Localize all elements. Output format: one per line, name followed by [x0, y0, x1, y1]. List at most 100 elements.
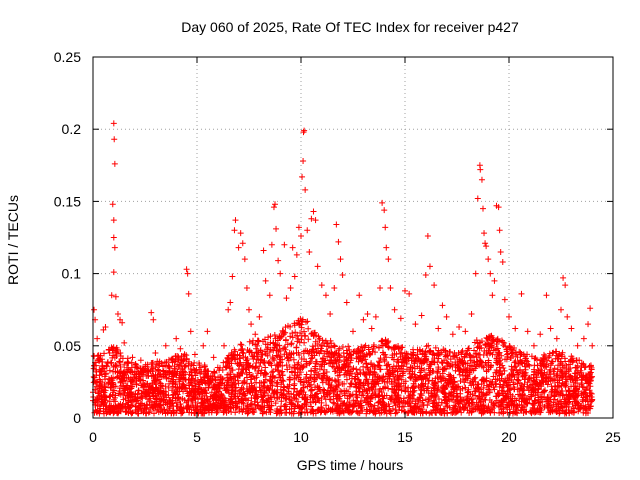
data-point — [143, 410, 150, 417]
data-point — [268, 369, 275, 376]
data-point — [314, 263, 321, 270]
data-point — [113, 350, 120, 357]
data-point — [121, 387, 128, 394]
data-point — [211, 369, 218, 376]
data-point — [173, 410, 180, 417]
data-point — [187, 379, 194, 386]
data-point — [137, 376, 144, 383]
data-point — [104, 409, 111, 416]
data-point — [198, 378, 205, 385]
data-point — [117, 352, 124, 359]
data-point — [260, 359, 267, 366]
data-point — [154, 373, 161, 380]
data-point — [165, 367, 172, 374]
data-point — [195, 408, 202, 415]
data-point — [271, 331, 278, 338]
data-point — [435, 325, 442, 332]
data-point — [364, 311, 371, 318]
data-point — [101, 384, 108, 391]
data-point — [225, 306, 232, 313]
data-point — [135, 400, 142, 407]
data-point — [173, 407, 180, 414]
data-point — [101, 350, 108, 357]
data-point — [137, 357, 144, 364]
data-point — [188, 382, 195, 389]
data-point — [242, 396, 249, 403]
data-point — [368, 325, 375, 332]
data-point — [227, 405, 234, 412]
data-point — [111, 160, 118, 167]
y-tick-label: 0.2 — [62, 121, 82, 137]
data-point — [277, 347, 284, 354]
data-point — [272, 400, 279, 407]
data-point — [543, 292, 550, 299]
chart-title: Day 060 of 2025, Rate Of TEC Index for r… — [181, 19, 519, 35]
data-point — [228, 360, 235, 367]
data-point — [91, 306, 98, 313]
data-point — [241, 256, 248, 263]
data-point — [277, 270, 284, 277]
data-point — [184, 398, 191, 405]
data-point — [269, 354, 276, 361]
data-point — [211, 373, 218, 380]
data-point — [152, 404, 159, 411]
data-point — [241, 392, 248, 399]
data-point — [253, 349, 260, 356]
data-point — [94, 335, 101, 342]
data-point — [186, 371, 193, 378]
data-point — [161, 406, 168, 413]
data-point — [256, 363, 263, 370]
data-point — [272, 335, 279, 342]
data-point — [426, 263, 433, 270]
data-point — [262, 341, 269, 348]
y-tick-labels: 0 0.05 0.1 0.15 0.2 0.25 — [54, 49, 81, 426]
data-point — [132, 390, 139, 397]
data-point — [169, 387, 176, 394]
data-point — [103, 394, 110, 401]
data-point — [101, 389, 108, 396]
data-point — [169, 394, 176, 401]
data-point — [305, 336, 312, 343]
data-point — [143, 401, 150, 408]
data-point — [201, 392, 208, 399]
data-point — [291, 273, 298, 280]
data-point — [496, 227, 503, 234]
data-point — [271, 357, 278, 364]
data-point — [187, 328, 194, 335]
data-point — [124, 401, 131, 408]
x-axis-label: GPS time / hours — [297, 457, 404, 473]
data-point — [360, 316, 367, 323]
data-point — [123, 382, 130, 389]
data-point — [192, 372, 199, 379]
data-point — [227, 371, 234, 378]
data-point — [354, 408, 361, 415]
data-point — [209, 376, 216, 383]
data-point — [491, 277, 498, 284]
data-point — [110, 375, 117, 382]
data-point — [122, 395, 129, 402]
data-point — [180, 383, 187, 390]
data-point — [111, 408, 118, 415]
data-point — [538, 393, 545, 400]
data-point — [230, 379, 237, 386]
data-point — [114, 373, 121, 380]
data-point — [305, 325, 312, 332]
data-point — [106, 367, 113, 374]
data-point — [206, 409, 212, 416]
data-point — [186, 389, 193, 396]
data-point — [273, 389, 280, 396]
data-point — [261, 379, 268, 386]
data-point — [106, 398, 113, 405]
data-point — [194, 402, 201, 409]
data-point — [238, 342, 245, 349]
data-point — [478, 176, 485, 183]
data-point — [125, 374, 132, 381]
data-point — [252, 388, 259, 395]
data-point — [122, 369, 129, 376]
data-point — [278, 381, 285, 388]
data-point — [174, 352, 181, 359]
data-point — [156, 388, 163, 395]
data-point — [242, 366, 249, 373]
data-point — [236, 408, 243, 415]
data-point — [257, 356, 264, 363]
